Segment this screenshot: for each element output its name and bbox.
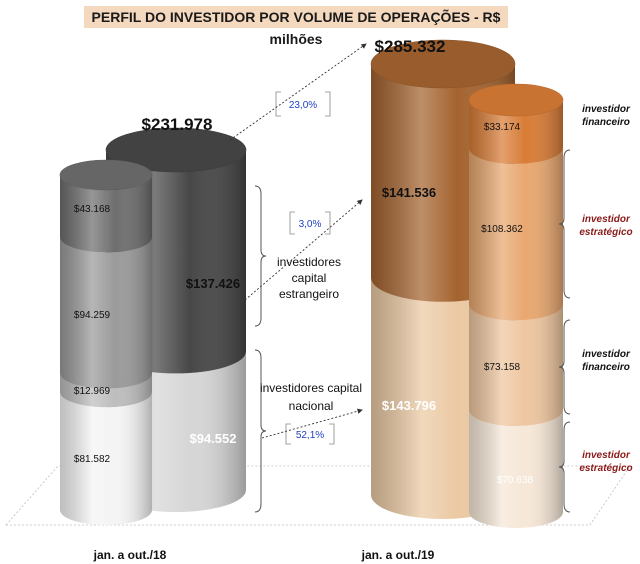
detail-cylinder-2018-top-cap xyxy=(59,159,153,191)
brace-right-estrategico-2 xyxy=(558,421,571,513)
group-label-estrangeiro: investidores capital estrangeiro xyxy=(277,255,341,301)
value-label-s2-2018: $94.259 xyxy=(74,310,111,321)
growth-nacional-text: 52,1% xyxy=(296,430,324,441)
detail-cylinder-2019-segment-shade-3 xyxy=(469,147,563,321)
value-label-s1-2019: $33.174 xyxy=(484,122,521,133)
growth-estrangeiro-bracket-left xyxy=(289,211,295,235)
brace-right-estrategico-1 xyxy=(558,149,571,299)
value-label-s1-2018: $43.168 xyxy=(74,204,111,215)
brace-estrangeiro xyxy=(254,185,267,327)
value-label-s3-2019: $73.158 xyxy=(484,362,521,373)
arrow-estrangeiro xyxy=(244,199,363,301)
growth-total-text: 23,0% xyxy=(289,100,317,111)
detail-cylinder-2019-top-cap xyxy=(468,83,564,117)
growth-estrangeiro-text: 3,0% xyxy=(299,219,322,230)
value-label-s2-2019: $108.362 xyxy=(481,224,523,235)
group-label-nacional-2: nacional xyxy=(289,399,334,413)
detail-cylinder-2019-segment-shade-2 xyxy=(469,304,563,426)
category-label-2019: jan. a out./19 xyxy=(361,548,435,562)
arrow-total xyxy=(229,43,367,141)
value-label-s3-2018: $12.969 xyxy=(74,386,111,397)
growth-total-bracket-right xyxy=(325,91,331,117)
brace-right-financeiro-2 xyxy=(558,319,571,415)
right-label-3: investidor financeiro xyxy=(582,349,631,373)
total-label-2018: $231.978 xyxy=(142,115,213,134)
total-cylinder-2018-top-cap xyxy=(105,127,247,173)
detail-cylinder-2018-segment-shade-2 xyxy=(60,373,152,408)
arrow-nacional xyxy=(261,408,363,439)
brace-nacional xyxy=(254,349,267,513)
right-label-4: investidor estratégico xyxy=(579,450,632,474)
chart-title: PERFIL DO INVESTIDOR POR VOLUME DE OPERA… xyxy=(84,6,508,47)
value-label-nacional-2018: $94.552 xyxy=(190,431,237,446)
growth-nacional-bracket-right xyxy=(329,423,335,445)
detail-cylinder-2019-segment-shade-4 xyxy=(469,100,563,164)
growth-total-bracket-left xyxy=(275,91,281,117)
total-cylinder-2019-top-cap xyxy=(370,39,516,89)
growth-nacional-bracket-left xyxy=(285,423,291,445)
total-label-2019: $285.332 xyxy=(375,37,446,56)
value-label-nacional-2019: $143.796 xyxy=(382,398,436,413)
value-label-s4-2019: $70.638 xyxy=(497,475,534,486)
detail-cylinder-2018-segment-shade-4 xyxy=(60,175,152,253)
floor-outline xyxy=(5,465,631,526)
right-label-2: investidor estratégico xyxy=(579,214,632,238)
detail-cylinder-2018-segment-shade-1 xyxy=(60,392,152,525)
detail-cylinder-2019-segment-shade-1 xyxy=(469,410,563,528)
value-label-s4-2018: $81.582 xyxy=(74,454,111,465)
detail-cylinder-2018-segment-shade-3 xyxy=(60,237,152,389)
group-label-nacional-1: investidores capital xyxy=(260,381,362,395)
right-label-1: investidor financeiro xyxy=(582,104,631,128)
value-label-estrangeiro-2018: $137.426 xyxy=(186,276,240,291)
growth-estrangeiro-bracket-right xyxy=(325,211,331,235)
value-label-estrangeiro-2019: $141.536 xyxy=(382,185,436,200)
category-label-2018: jan. a out./18 xyxy=(93,548,167,562)
